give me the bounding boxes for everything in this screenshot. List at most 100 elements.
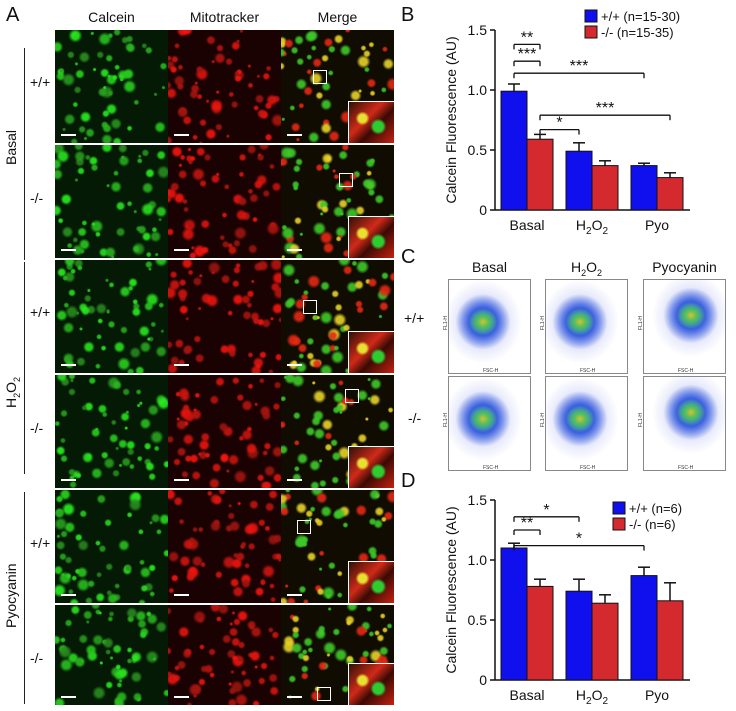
panel-c-letter: C bbox=[401, 246, 416, 268]
micrograph-pyo-wt-merge bbox=[281, 490, 394, 603]
scale-bar bbox=[61, 696, 76, 698]
row-label-basal-ko: -/- bbox=[30, 190, 44, 206]
bar-pyo-ko bbox=[656, 177, 684, 211]
scale-bar bbox=[287, 696, 302, 698]
flow-plot-h2o2-wt: FL1-H FSC-H bbox=[540, 279, 628, 374]
y-tick-label: 0.5 bbox=[468, 612, 488, 628]
scale-bar bbox=[174, 134, 189, 136]
micrograph-basal-wt-merge bbox=[281, 30, 394, 143]
roi-box bbox=[345, 389, 359, 403]
x-tick-label: H2O2 bbox=[576, 687, 609, 707]
significance-stars: *** bbox=[518, 46, 537, 63]
micrograph-basal-ko-calcein bbox=[55, 145, 168, 258]
scale-bar bbox=[61, 249, 76, 251]
legend-swatch-ko bbox=[612, 517, 626, 531]
group-label-h2o2-text: H2O2 bbox=[3, 376, 22, 408]
micrograph-h2o2-ko-mitotracker bbox=[168, 375, 281, 488]
legend-label-ko: -/- (n=6) bbox=[629, 517, 676, 532]
zoom-inset bbox=[348, 561, 394, 603]
scale-bar bbox=[287, 594, 302, 596]
row-label-pyo-wt: +/+ bbox=[30, 535, 51, 551]
significance-stars: ** bbox=[521, 515, 533, 532]
scale-bar bbox=[174, 249, 189, 251]
y-tick-label: 0 bbox=[479, 202, 487, 218]
bar-h2o2-wt bbox=[565, 150, 593, 211]
scale-bar bbox=[61, 134, 76, 136]
scale-bar bbox=[287, 134, 302, 136]
bar-basal-ko bbox=[526, 138, 554, 211]
x-tick-label: Basal bbox=[509, 687, 544, 703]
panel-b-letter: B bbox=[401, 4, 415, 26]
flow-plot-basal-ko: FL1-H FSC-H bbox=[443, 376, 531, 471]
zoom-inset bbox=[348, 663, 394, 705]
roi-box bbox=[339, 173, 353, 187]
panel-a-col-merge: Merge bbox=[317, 9, 358, 25]
x-tick-label: Pyo bbox=[645, 217, 669, 233]
panel-c-col-pyocyanin: Pyocyanin bbox=[652, 259, 717, 275]
group-bracket-pyocyanin bbox=[24, 492, 25, 704]
roi-box bbox=[297, 520, 311, 534]
panel-c-col-basal: Basal bbox=[471, 259, 508, 275]
panel-a-letter: A bbox=[6, 4, 20, 26]
y-tick-label: 0.5 bbox=[468, 142, 488, 158]
scale-bar bbox=[174, 479, 189, 481]
zoom-inset bbox=[348, 446, 394, 488]
y-tick-label: 0 bbox=[479, 672, 487, 688]
significance-stars: *** bbox=[596, 100, 615, 117]
scale-bar bbox=[174, 364, 189, 366]
panel-a-col-calcein: Calcein bbox=[88, 9, 135, 25]
panel-c-row-ko: -/- bbox=[408, 410, 422, 426]
bar-basal-wt bbox=[500, 90, 528, 211]
zoom-inset bbox=[348, 101, 394, 143]
scale-bar bbox=[61, 594, 76, 596]
flow-plot-basal-wt: FL1-H FSC-H bbox=[443, 279, 531, 374]
legend-swatch-wt bbox=[612, 501, 626, 515]
micrograph-basal-wt-calcein bbox=[55, 30, 168, 143]
y-tick-label: 1.0 bbox=[468, 552, 488, 568]
flow-y-axis-label: FL1-H bbox=[637, 316, 644, 330]
bar-h2o2-ko bbox=[591, 602, 619, 681]
significance-stars: * bbox=[543, 502, 549, 519]
micrograph-pyo-ko-calcein bbox=[55, 605, 168, 705]
legend-swatch-wt bbox=[584, 9, 598, 23]
panel-a-col-mitotracker: Mitotracker bbox=[189, 9, 260, 25]
legend-label-wt: +/+ (n=15-30) bbox=[601, 9, 680, 24]
scale-bar bbox=[287, 364, 302, 366]
micrograph-h2o2-wt-merge bbox=[281, 260, 394, 373]
micrograph-h2o2-ko-merge bbox=[281, 375, 394, 488]
micrograph-basal-wt-mitotracker bbox=[168, 30, 281, 143]
roi-box bbox=[317, 687, 331, 701]
scale-bar bbox=[174, 594, 189, 596]
group-bracket-basal bbox=[24, 48, 25, 260]
micrograph-pyo-ko-mitotracker bbox=[168, 605, 281, 705]
bar-h2o2-wt bbox=[565, 590, 593, 681]
micrograph-pyo-ko-merge bbox=[281, 605, 394, 705]
flow-x-axis-label: FSC-H bbox=[580, 465, 596, 471]
x-tick-label: Pyo bbox=[645, 687, 669, 703]
bar-basal-ko bbox=[526, 585, 554, 681]
scale-bar bbox=[287, 479, 302, 481]
flow-x-axis-label: FSC-H bbox=[678, 368, 694, 374]
bar-pyo-wt bbox=[630, 165, 658, 211]
flow-plot-pyocyanin-wt: FL1-H FSC-H bbox=[638, 279, 726, 374]
micrograph-h2o2-wt-mitotracker bbox=[168, 260, 281, 373]
group-label-pyocyanin: Pyocyanin bbox=[3, 563, 19, 628]
panel-d-letter: D bbox=[401, 470, 416, 492]
flow-x-axis-label: FSC-H bbox=[483, 368, 499, 374]
flow-plot-pyocyanin-ko: FL1-H FSC-H bbox=[638, 376, 726, 471]
chart-d: 0 0.5 1.0 1.5 Calcein Fluorescence (AU) Basal… bbox=[443, 492, 690, 707]
row-label-h2o2-ko: -/- bbox=[30, 420, 44, 436]
flow-x-axis-label: FSC-H bbox=[483, 465, 499, 471]
bar-pyo-wt bbox=[630, 575, 658, 681]
significance-stars: * bbox=[576, 531, 582, 548]
zoom-inset bbox=[348, 216, 394, 258]
micrograph-h2o2-wt-calcein bbox=[55, 260, 168, 373]
scale-bar bbox=[61, 364, 76, 366]
scale-bar bbox=[287, 249, 302, 251]
y-tick-label: 1.0 bbox=[468, 82, 488, 98]
micrograph-pyo-wt-mitotracker bbox=[168, 490, 281, 603]
panel-c-row-wt: +/+ bbox=[404, 310, 425, 326]
micrograph-basal-ko-merge bbox=[281, 145, 394, 258]
chart-b: 0 0.5 1.0 1.5 Calcein Fluorescence (AU) Basal… bbox=[443, 9, 690, 237]
flow-y-axis-label: FL1-H bbox=[442, 316, 449, 330]
